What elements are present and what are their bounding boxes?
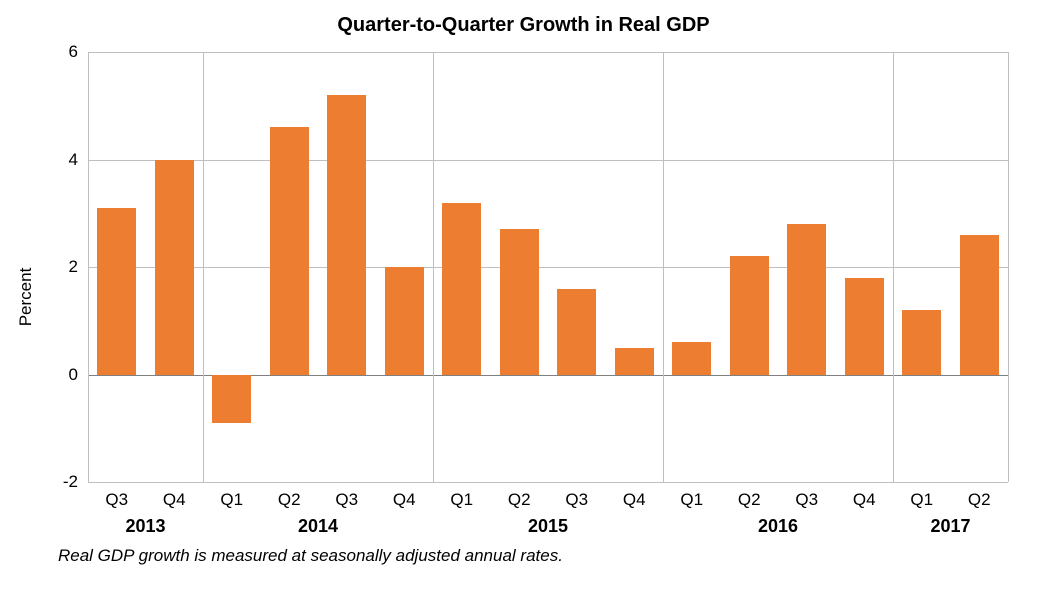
bar: [270, 127, 309, 374]
x-tick-quarter: Q3: [335, 490, 358, 510]
gridline-v: [1008, 52, 1009, 482]
x-tick-quarter: Q2: [738, 490, 761, 510]
x-tick-year: 2014: [298, 516, 338, 537]
x-tick-quarter: Q3: [795, 490, 818, 510]
bar: [730, 256, 769, 374]
bar: [500, 229, 539, 374]
bar: [960, 235, 999, 375]
x-tick-year: 2013: [125, 516, 165, 537]
gridline-v: [433, 52, 434, 482]
x-tick-quarter: Q4: [163, 490, 186, 510]
bar: [615, 348, 654, 375]
x-tick-year: 2017: [930, 516, 970, 537]
chart-title: Quarter-to-Quarter Growth in Real GDP: [0, 14, 1047, 37]
x-tick-quarter: Q1: [220, 490, 243, 510]
x-tick-quarter: Q3: [105, 490, 128, 510]
bar: [672, 342, 711, 374]
bar: [385, 267, 424, 375]
y-tick-label: -2: [63, 472, 78, 492]
x-tick-quarter: Q1: [680, 490, 703, 510]
bar: [902, 310, 941, 375]
bar: [212, 375, 251, 423]
chart-footnote: Real GDP growth is measured at seasonall…: [58, 546, 563, 566]
x-tick-quarter: Q4: [623, 490, 646, 510]
gridline-h: [88, 482, 1008, 483]
x-tick-year: 2016: [758, 516, 798, 537]
gridline-v: [893, 52, 894, 482]
bar: [845, 278, 884, 375]
x-tick-quarter: Q4: [393, 490, 416, 510]
gridline-h: [88, 160, 1008, 161]
y-tick-label: 0: [69, 365, 78, 385]
x-tick-quarter: Q1: [910, 490, 933, 510]
y-tick-label: 6: [69, 42, 78, 62]
x-tick-year: 2015: [528, 516, 568, 537]
x-tick-quarter: Q4: [853, 490, 876, 510]
bar: [442, 203, 481, 375]
x-tick-quarter: Q3: [565, 490, 588, 510]
bar: [97, 208, 136, 375]
bar: [787, 224, 826, 375]
y-tick-label: 4: [69, 150, 78, 170]
bar: [155, 160, 194, 375]
gridline-v: [663, 52, 664, 482]
x-tick-quarter: Q2: [968, 490, 991, 510]
gdp-bar-chart: Quarter-to-Quarter Growth in Real GDP Pe…: [0, 0, 1047, 594]
x-tick-quarter: Q2: [508, 490, 531, 510]
bar: [327, 95, 366, 375]
plot-area: -20246Q3Q4Q1Q2Q3Q4Q1Q2Q3Q4Q1Q2Q3Q4Q1Q220…: [88, 52, 1008, 482]
y-axis-label: Percent: [16, 268, 36, 327]
bar: [557, 289, 596, 375]
x-tick-quarter: Q1: [450, 490, 473, 510]
y-tick-label: 2: [69, 257, 78, 277]
gridline-h: [88, 52, 1008, 53]
gridline-v: [203, 52, 204, 482]
gridline-h: [88, 267, 1008, 268]
gridline-v: [88, 52, 89, 482]
x-tick-quarter: Q2: [278, 490, 301, 510]
